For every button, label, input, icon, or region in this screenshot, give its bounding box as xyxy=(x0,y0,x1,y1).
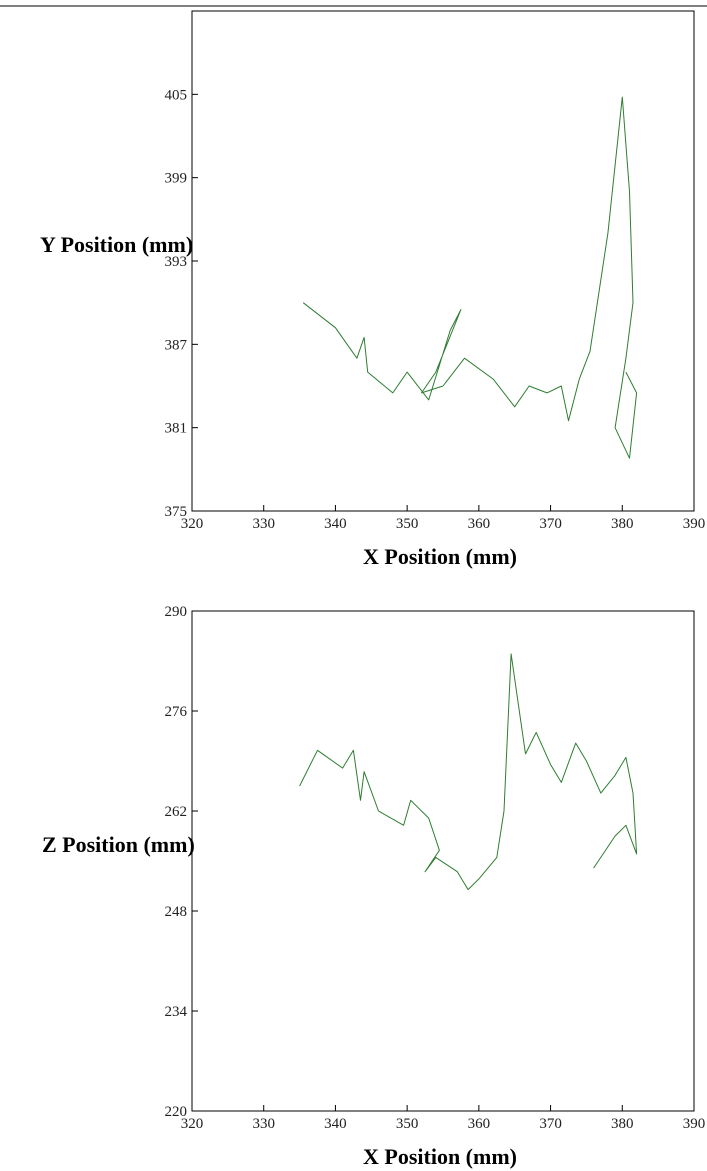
xz-y-tick-label: 262 xyxy=(165,804,188,820)
xz-trajectory-trace xyxy=(299,653,638,891)
xy-x-tick-label: 330 xyxy=(252,516,275,532)
xy-position-panel: 320 330 340 350 360 370 380 390 375 381 387 393 399 4… xyxy=(40,10,706,569)
xy-trajectory-trace xyxy=(302,96,638,459)
xz-x-tick-label: 340 xyxy=(324,1116,347,1132)
xy-x-tick-label: 340 xyxy=(324,516,347,532)
xy-x-tick-label: 350 xyxy=(396,516,419,532)
xy-y-tick-label: 381 xyxy=(165,421,188,437)
xy-x-tick-label: 380 xyxy=(611,516,634,532)
xz-tick-group: 320 330 340 350 360 370 380 390 220 234 248 262 276 2… xyxy=(165,604,706,1132)
xy-y-tick-label: 387 xyxy=(165,337,188,353)
xz-y-tick-label: 234 xyxy=(165,1004,188,1020)
xz-position-panel: 320 330 340 350 360 370 380 390 220 234 248 262 276 2… xyxy=(42,604,705,1169)
xz-y-tick-label: 276 xyxy=(165,704,188,720)
xz-x-tick-label: 320 xyxy=(181,1116,204,1132)
xy-y-tick-label: 375 xyxy=(165,504,188,520)
xy-x-tick-label: 370 xyxy=(539,516,562,532)
xz-x-tick-label: 370 xyxy=(539,1116,562,1132)
xy-y-tick-label: 405 xyxy=(165,87,188,103)
xy-x-tick-label: 360 xyxy=(468,516,491,532)
xz-plot-frame xyxy=(191,610,695,1112)
xz-y-axis-label: Z Position (mm) xyxy=(42,832,195,857)
xy-y-tick-label: 399 xyxy=(165,171,188,187)
xy-y-tick-label: 393 xyxy=(165,254,188,270)
xz-y-tick-label: 290 xyxy=(165,604,188,620)
xy-x-tick-label: 320 xyxy=(181,516,204,532)
xy-tick-group: 320 330 340 350 360 370 380 390 375 381 387 393 399 4… xyxy=(165,87,706,532)
xy-y-axis-label: Y Position (mm) xyxy=(40,232,193,257)
xz-y-tick-label: 248 xyxy=(165,904,188,920)
xz-x-tick-label: 350 xyxy=(396,1116,419,1132)
xz-x-tick-label: 390 xyxy=(683,1116,706,1132)
xz-x-tick-label: 330 xyxy=(252,1116,275,1132)
xz-x-axis-label: X Position (mm) xyxy=(363,1144,517,1169)
xy-x-axis-label: X Position (mm) xyxy=(363,544,517,569)
xy-x-tick-label: 390 xyxy=(683,516,706,532)
xz-x-tick-label: 380 xyxy=(611,1116,634,1132)
xz-x-tick-label: 360 xyxy=(468,1116,491,1132)
xz-y-tick-label: 220 xyxy=(165,1104,188,1120)
